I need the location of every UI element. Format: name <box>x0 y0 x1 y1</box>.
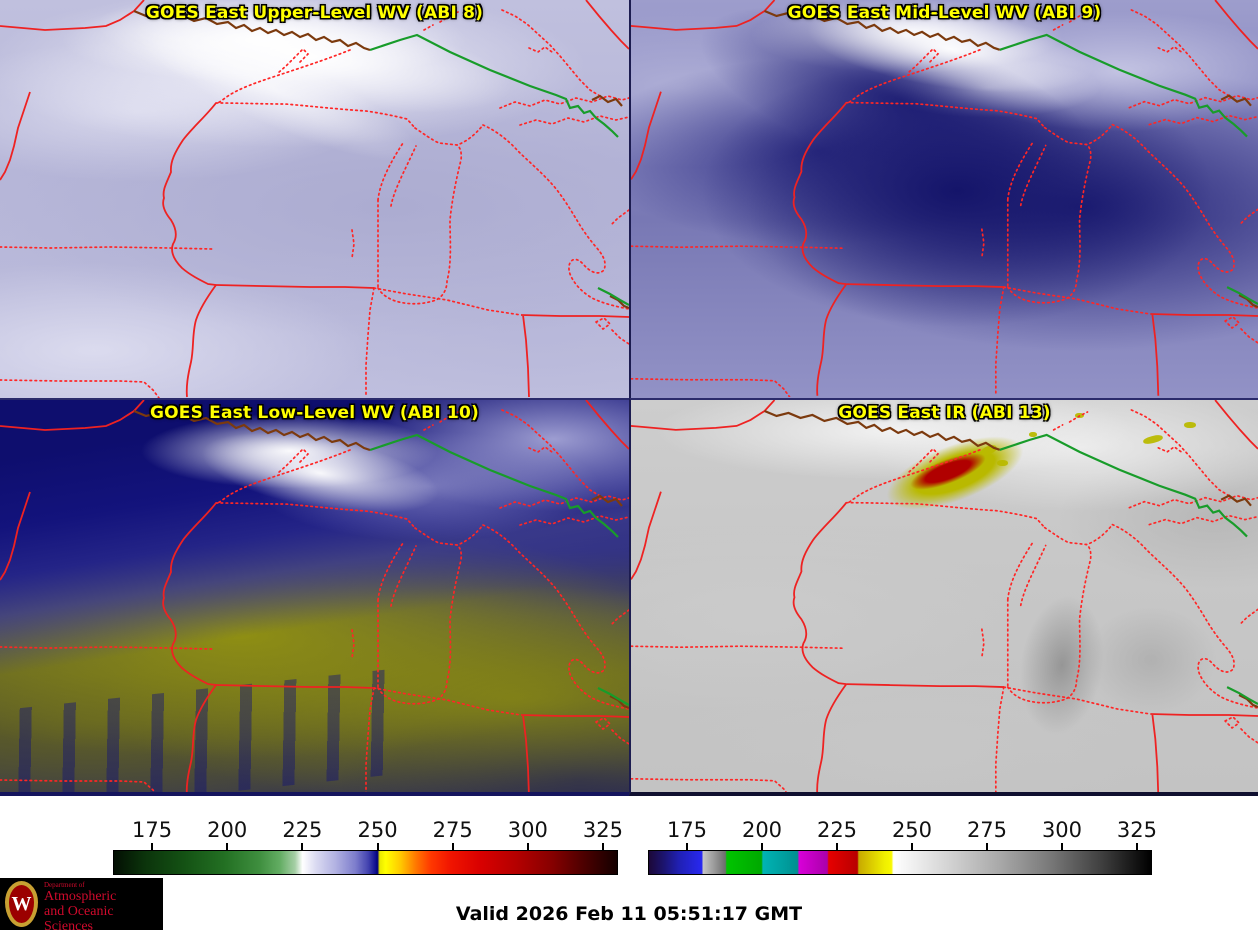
cold-cloud-speck <box>1184 422 1196 428</box>
colorbar-tick-mark <box>1135 843 1138 850</box>
ir-colorbar-tick-labels: 175 200 225 250 275 300 325 <box>648 818 1157 842</box>
colorbar-tick-label: 250 <box>891 818 933 842</box>
panel-ir: GOES East IR (ABI 13) <box>629 398 1258 796</box>
colorbar-gradient-bar <box>113 850 618 875</box>
wv-colorbar-tick-labels: 175 200 225 250 275 300 325 <box>113 818 623 842</box>
valid-timestamp: Valid 2026 Feb 11 05:51:17 GMT <box>455 903 803 925</box>
footer: 175 200 225 250 275 300 325 175 200 225 250 275 300… <box>0 796 1258 930</box>
colorbar-tick-mark <box>226 843 229 850</box>
wv-colorbar: 175 200 225 250 275 300 325 <box>113 818 623 875</box>
colorbar-tick-label: 300 <box>507 818 548 842</box>
panel-title: GOES East Mid-Level WV (ABI 9) <box>787 3 1102 23</box>
colorbar-tick-mark <box>526 843 529 850</box>
colorbar-tick-mark <box>985 843 988 850</box>
map-boundaries-overlay <box>631 0 1258 397</box>
uw-aos-logo: W Department of Atmospheric and Oceanic … <box>0 878 163 930</box>
wv-colorbar-tick-marks <box>113 842 618 850</box>
panel-low-level-wv: GOES East Low-Level WV (ABI 10) <box>0 398 629 796</box>
colorbar-tick-label: 225 <box>816 818 858 842</box>
colorbar-tick-label: 325 <box>1116 818 1158 842</box>
colorbar-tick-label: 200 <box>741 818 783 842</box>
map-boundaries-overlay <box>0 400 629 792</box>
logo-line1: Atmospheric <box>44 889 117 905</box>
uw-crest-shield: W <box>9 885 34 923</box>
logo-department-line: Department of <box>44 881 85 889</box>
logo-text: Department of Atmospheric and Oceanic Sc… <box>44 881 163 930</box>
colorbar-tick-mark <box>836 843 838 850</box>
cold-cloud-speck <box>1029 432 1037 437</box>
colorbar-tick-mark <box>910 843 913 850</box>
colorbar-tick-label: 200 <box>207 818 248 842</box>
colorbar-tick-mark <box>151 843 154 850</box>
map-boundaries-overlay <box>0 0 629 398</box>
ir-colorbar: 175 200 225 250 275 300 325 <box>648 818 1157 875</box>
cold-cloud-speck <box>997 460 1008 466</box>
colorbar-tick-mark <box>686 843 688 850</box>
colorbar-tick-label: 275 <box>966 818 1008 842</box>
colorbar-tick-mark <box>761 843 763 850</box>
colorbar-tick-label: 225 <box>282 818 323 842</box>
colorbar-tick-label: 300 <box>1041 818 1083 842</box>
colorbar-tick-label: 175 <box>666 818 708 842</box>
colorbar-tick-mark <box>301 843 304 850</box>
colorbar-tick-label: 175 <box>132 818 173 842</box>
panel-title: GOES East IR (ABI 13) <box>838 403 1051 423</box>
uw-w-monogram: W <box>11 893 32 915</box>
map-boundaries-overlay <box>631 400 1258 792</box>
colorbar-gradient-bar <box>648 850 1152 875</box>
colorbar-tick-mark <box>1060 843 1063 850</box>
ir-colorbar-tick-marks <box>648 842 1152 850</box>
colorbar-tick-label: 275 <box>432 818 473 842</box>
panel-title: GOES East Upper-Level WV (ABI 8) <box>145 3 484 23</box>
panel-title: GOES East Low-Level WV (ABI 10) <box>149 403 479 423</box>
colorbar-tick-label: 325 <box>582 818 623 842</box>
panel-mid-level-wv: GOES East Mid-Level WV (ABI 9) <box>629 0 1258 398</box>
colorbar-tick-mark <box>601 843 604 850</box>
panel-upper-level-wv: GOES East Upper-Level WV (ABI 8) <box>0 0 629 398</box>
colorbar-tick-mark <box>451 843 454 850</box>
colorbar-tick-label: 250 <box>357 818 398 842</box>
logo-line2: and Oceanic Sciences <box>44 904 114 930</box>
uw-crest-icon: W <box>5 881 38 927</box>
colorbar-tick-mark <box>376 843 379 850</box>
